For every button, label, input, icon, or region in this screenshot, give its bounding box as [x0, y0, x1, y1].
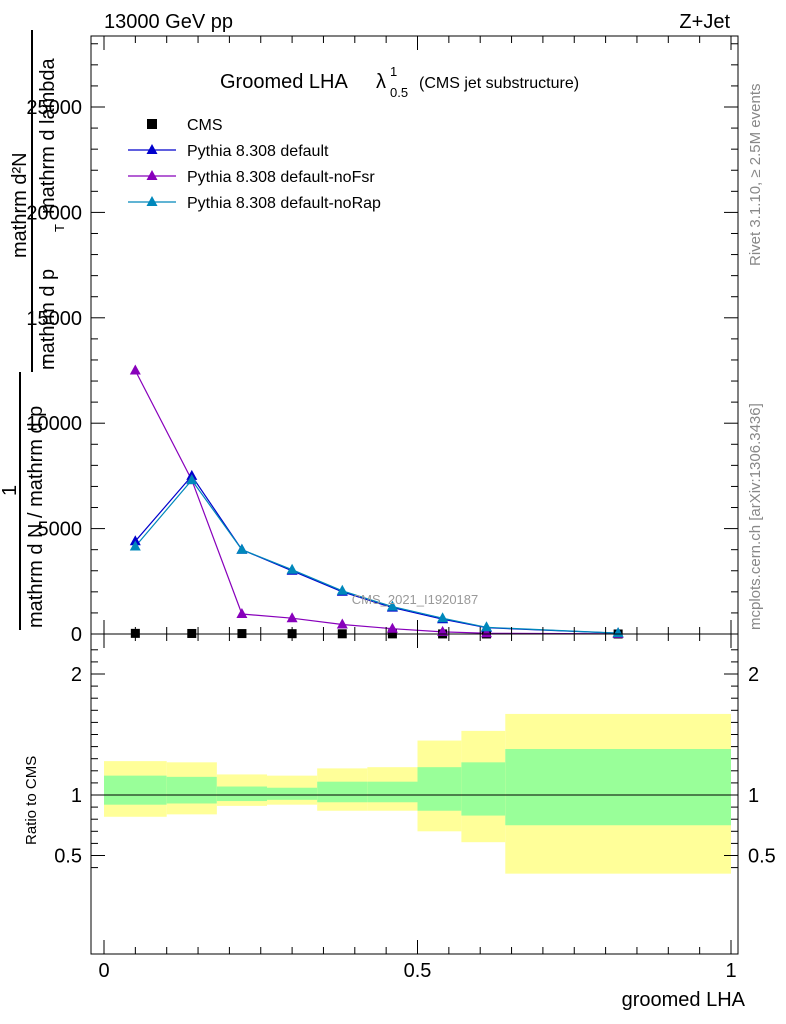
x-tick-label: 0.5 [404, 960, 432, 982]
ratio-plot-panel: 0.5 0.5 1 1 2 2 0 0.5 1 Ratio to CMS groomed LHA [23, 633, 776, 1011]
ratio-band-inner [367, 781, 418, 803]
ylabel-numerator-3: mathrm d lambda [37, 58, 59, 214]
data-point-noFsr [336, 618, 348, 629]
legend: CMS Pythia 8.308 default Pythia 8.308 de… [128, 117, 381, 212]
ratio-y-tick-label-left: 2 [71, 664, 82, 686]
x-tick-label: 0 [98, 960, 109, 982]
data-point-default [129, 535, 141, 546]
legend-default-marker [146, 144, 158, 154]
title-parenthetical: (CMS jet substructure) [419, 75, 579, 92]
data-point-noRap [286, 563, 298, 574]
ratio-band-inner [461, 762, 506, 816]
x-tick-label: 1 [725, 960, 736, 982]
plot-title: Groomed LHA λ 1 0.5 (CMS jet substructur… [220, 64, 579, 100]
data-point-noFsr [386, 622, 398, 633]
ratio-band-inner [216, 786, 268, 802]
data-point-noRap [437, 612, 449, 623]
ylabel-one: 1 [0, 485, 21, 496]
ratio-y-axis-label: Ratio to CMS [23, 756, 40, 845]
title-main: Groomed LHA [220, 71, 348, 93]
data-point-noRap [612, 627, 624, 638]
title-lambda: λ [376, 71, 386, 93]
ratio-band-inner [166, 776, 217, 804]
main-y-tick-label: 10000 [26, 413, 82, 435]
legend-default-label: Pythia 8.308 default [187, 143, 329, 160]
data-point-noRap [186, 474, 198, 485]
data-point-noRap [386, 600, 398, 611]
legend-nofsr-marker [146, 170, 158, 180]
ratio-axis-ticks: 0.5 0.5 1 1 2 2 0 0.5 1 [54, 634, 776, 982]
series-line-default [134, 474, 619, 634]
data-point-noFsr [129, 364, 141, 375]
ylabel-numerator-2: mathrm d p [37, 269, 59, 370]
mcplots-label: mcplots.cern.ch [arXiv:1306.3436] [747, 403, 764, 630]
ratio-band-inner [317, 781, 368, 803]
data-point-noFsr [236, 608, 248, 618]
main-axis-ticks: 0 5000 10000 15000 20000 25000 [26, 36, 738, 646]
main-y-tick-label: 15000 [26, 308, 82, 330]
legend-norap-marker [146, 196, 158, 206]
data-point-noRap [236, 543, 248, 554]
main-y-axis-label: mathrm d²N mathrm d p T mathrm d lambda … [0, 30, 67, 630]
ratio-band-inner [417, 767, 462, 811]
data-point-noRap [129, 540, 141, 551]
data-point-noRap [336, 584, 348, 595]
title-superscript: 1 [390, 64, 397, 79]
header-left-label: 13000 GeV pp [104, 11, 233, 33]
ratio-plot-frame [90, 633, 739, 955]
ylabel-denominator-subscript: T [40, 358, 55, 366]
ylabel-denominator: mathrm d N / mathrm d p [25, 406, 47, 628]
rivet-version-label: Rivet 3.1.10, ≥ 2.5M events [747, 84, 764, 267]
analysis-watermark: CMS_2021_I1920187 [352, 592, 479, 607]
data-point-noFsr [437, 625, 449, 636]
main-y-tick-label: 5000 [38, 519, 83, 541]
data-point-cms [187, 628, 197, 638]
series-line-noRap [134, 479, 619, 634]
legend-norap-label: Pythia 8.308 default-noRap [187, 195, 381, 212]
data-point-noRap [481, 621, 492, 632]
ratio-y-tick-label-right: 1 [748, 785, 759, 807]
legend-nofsr-label: Pythia 8.308 default-noFsr [187, 169, 375, 186]
ratio-band-inner [267, 787, 318, 800]
legend-cms-label: CMS [187, 117, 223, 134]
ratio-y-tick-label-left: 0.5 [54, 846, 82, 868]
ratio-y-tick-label-left: 1 [71, 785, 82, 807]
header-right-label: Z+Jet [679, 11, 730, 33]
data-point-noFsr [286, 612, 298, 623]
ylabel-numerator-subscript: T [52, 224, 67, 232]
ratio-uncertainty-bands [104, 713, 731, 874]
legend-cms-marker [147, 119, 157, 129]
ratio-band-inner [505, 749, 731, 826]
main-plot-panel: 0 5000 10000 15000 20000 25000 Groomed LHA λ … [0, 30, 739, 646]
ratio-band-inner [104, 775, 167, 805]
ratio-y-tick-label-right: 2 [748, 664, 759, 686]
main-y-tick-label: 0 [71, 624, 82, 646]
x-axis-label: groomed LHA [622, 989, 746, 1011]
data-point-noFsr [481, 627, 492, 638]
ylabel-numerator-1: mathrm d²N [9, 152, 31, 258]
ratio-y-tick-label-right: 0.5 [748, 846, 776, 868]
main-y-tick-label: 25000 [26, 97, 82, 119]
title-subscript: 0.5 [390, 85, 408, 100]
main-y-tick-label: 20000 [26, 202, 82, 224]
